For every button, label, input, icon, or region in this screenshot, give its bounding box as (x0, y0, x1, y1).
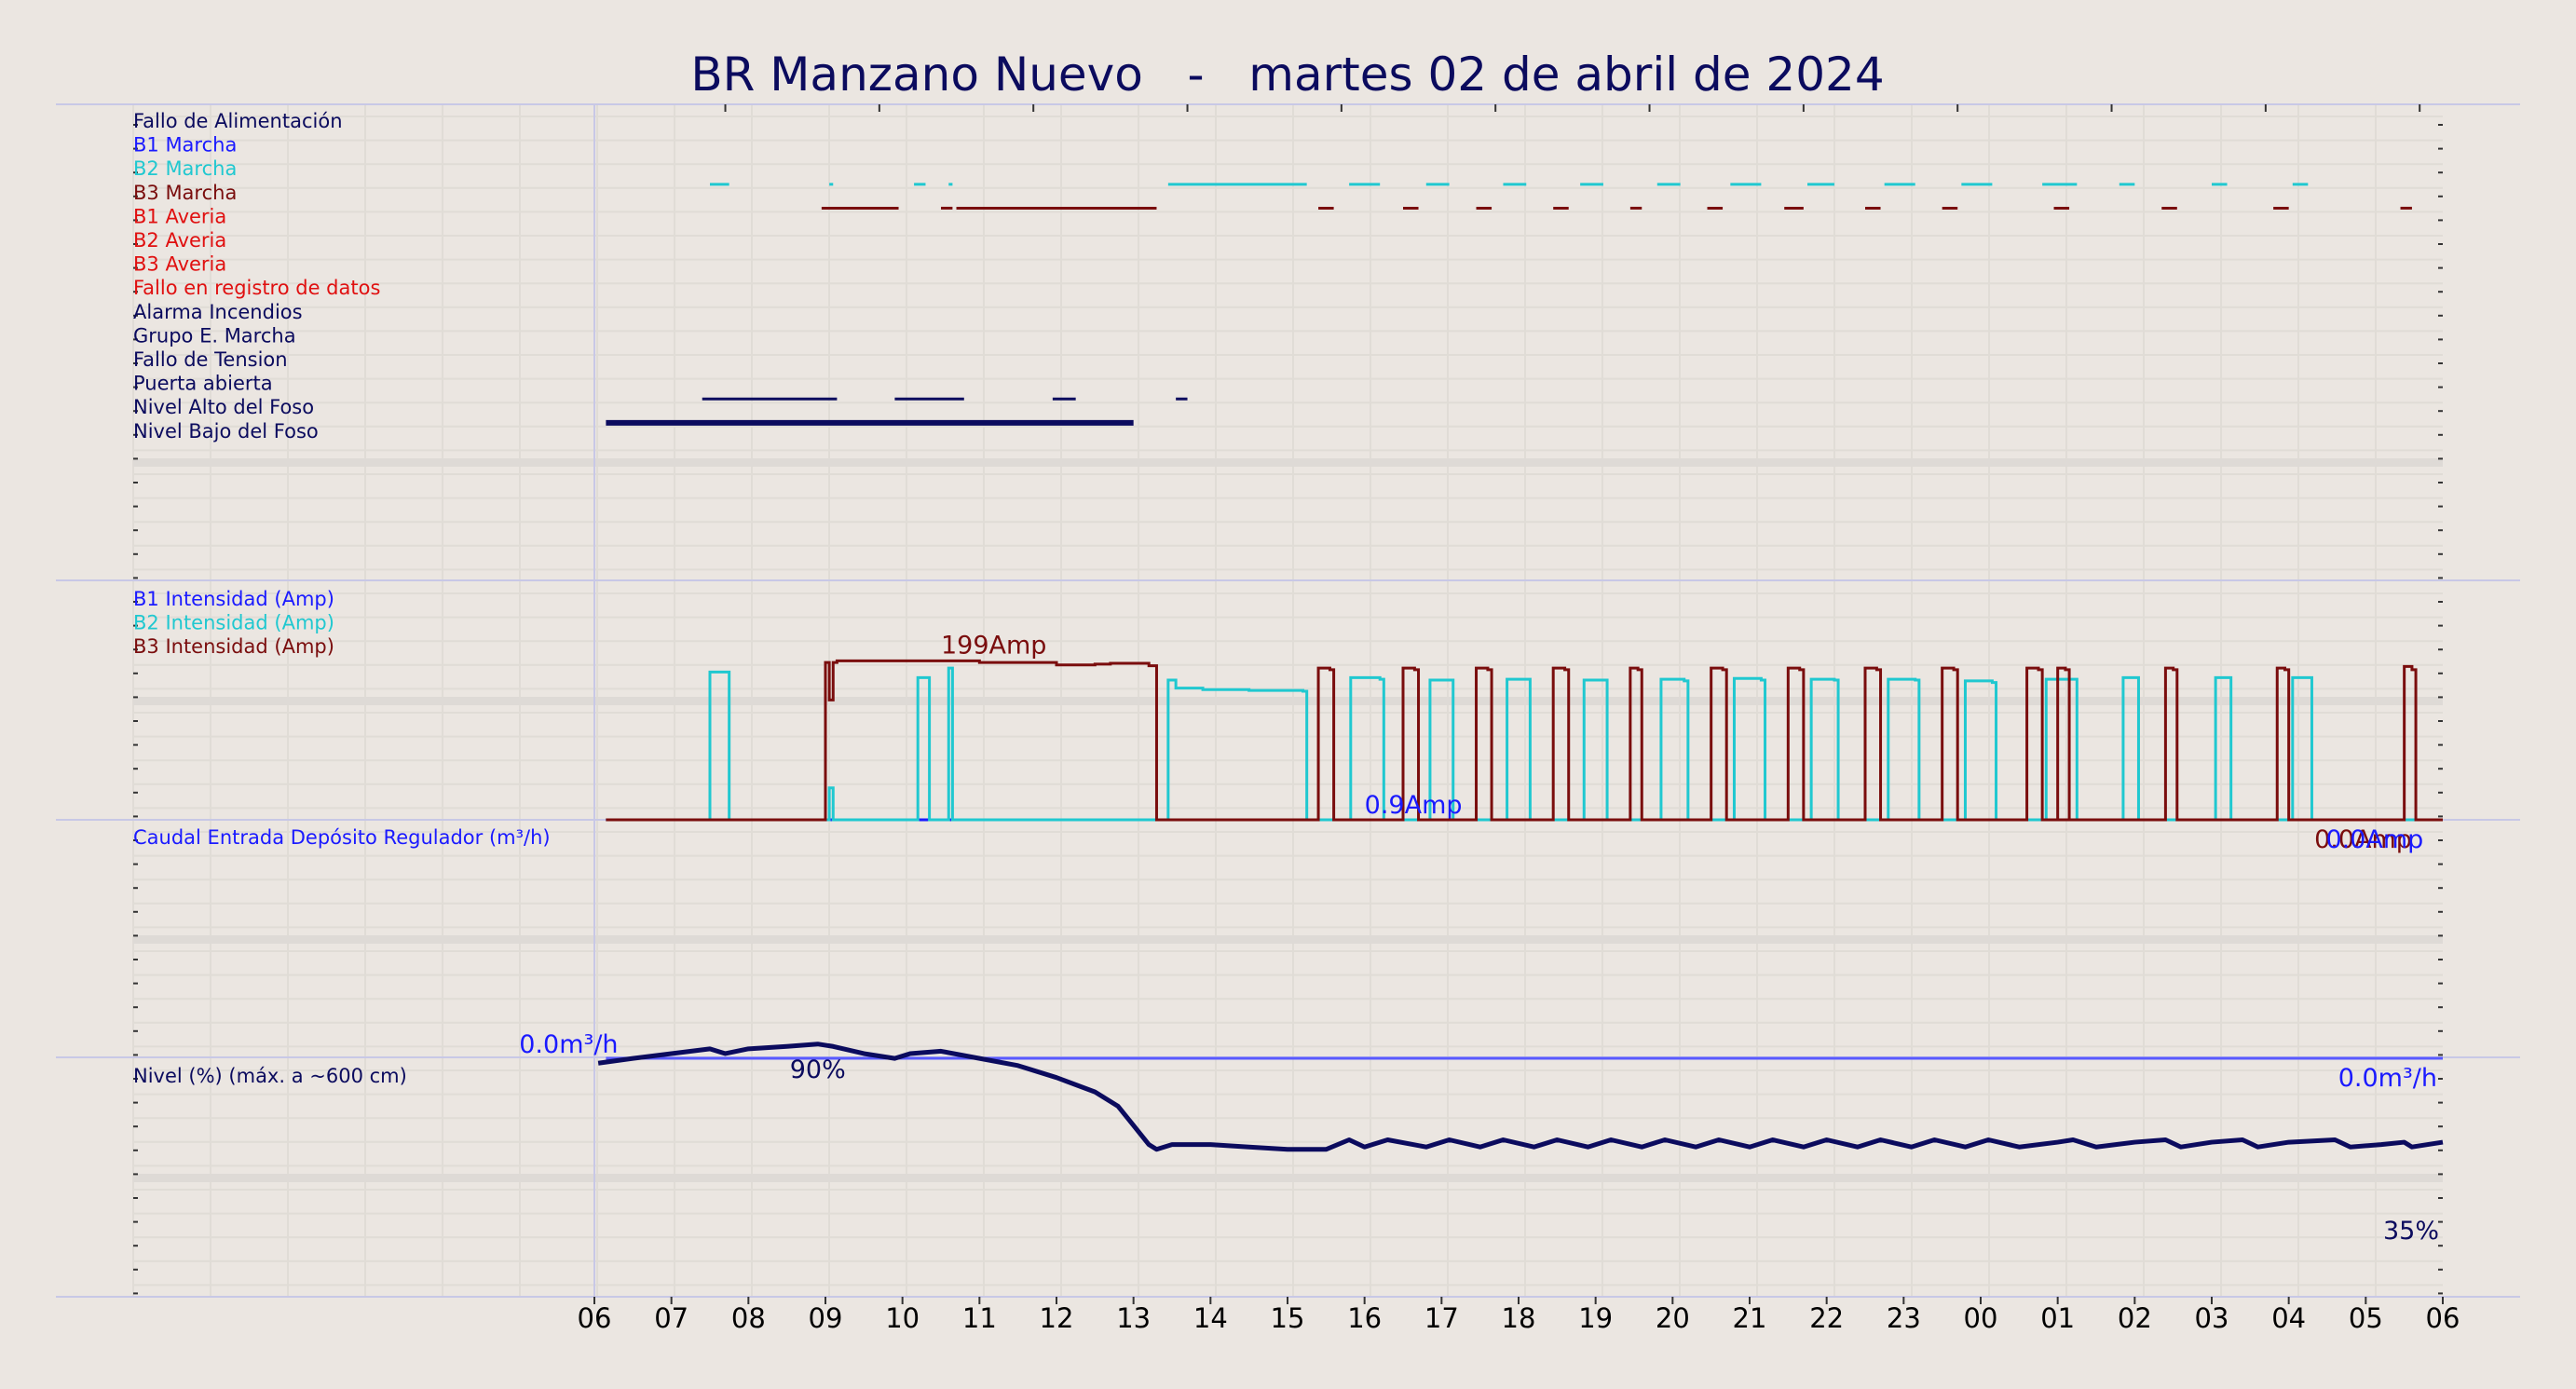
current-series-line (606, 659, 2443, 822)
digital-signal-label: Puerta abierta (133, 373, 273, 395)
grid-band (133, 1174, 2443, 1182)
digital-signal-label: B3 Marcha (133, 182, 237, 204)
digital-signal-label: Fallo en registro de datos (133, 277, 380, 299)
x-tick-label: 00 (1964, 1302, 1998, 1334)
current-series-label: B3 Intensidad (Amp) (133, 635, 334, 658)
x-tick-label: 16 (1347, 1302, 1382, 1334)
grid-band (133, 458, 2443, 467)
x-tick-label: 20 (1656, 1302, 1690, 1334)
x-tick-label: 22 (1809, 1302, 1844, 1334)
level-series-label: Nivel (%) (máx. a ~600 cm) (133, 1065, 407, 1087)
x-tick-label: 12 (1040, 1302, 1074, 1334)
level-series-line (597, 1042, 2444, 1152)
current-annotation: 0.0Amp (2325, 825, 2423, 854)
level-panel: Nivel (%) (máx. a ~600 cm) 90% 35% (133, 1042, 2444, 1246)
digital-signal-label: B2 Marcha (133, 157, 237, 180)
flow-series-label: Caudal Entrada Depósito Regulador (m³/h) (133, 826, 551, 849)
current-series-label: B1 Intensidad (Amp) (133, 588, 334, 610)
x-tick-label: 23 (1887, 1302, 1921, 1334)
x-tick-label: 04 (2271, 1302, 2306, 1334)
x-tick-label: 17 (1424, 1302, 1459, 1334)
digital-signal-label: Fallo de Alimentación (133, 110, 343, 132)
digital-signal-label: B1 Averia (133, 205, 226, 227)
current-annotation: 0.0Amp (2314, 825, 2412, 854)
digital-signal-label: Alarma Incendios (133, 301, 303, 323)
x-tick-label: 15 (1271, 1302, 1305, 1334)
x-tick-label: 06 (578, 1302, 612, 1334)
x-tick-label: 03 (2195, 1302, 2229, 1334)
x-tick-label: 09 (809, 1302, 843, 1334)
current-series-label: B2 Intensidad (Amp) (133, 612, 334, 634)
flow-panel: Caudal Entrada Depósito Regulador (m³/h)… (133, 826, 2443, 1093)
level-annotation: 90% (790, 1055, 846, 1084)
digital-signal-label: B3 Averia (133, 253, 226, 276)
x-tick-label: 07 (654, 1302, 688, 1334)
flow-annotation: 0.0m³/h (2338, 1064, 2437, 1093)
grid-layer (132, 104, 2443, 1297)
level-annotation: 35% (2383, 1217, 2439, 1246)
current-annotation: 199Amp (941, 631, 1046, 660)
digital-signal-label: B2 Averia (133, 229, 226, 252)
x-tick-label: 21 (1733, 1302, 1767, 1334)
x-tick-label: 05 (2349, 1302, 2383, 1334)
x-tick-label: 08 (731, 1302, 766, 1334)
digital-signal-label: Nivel Bajo del Foso (133, 420, 319, 443)
x-tick-label: 19 (1578, 1302, 1613, 1334)
current-annotation: 0.9Amp (1365, 791, 1463, 820)
flow-annotation: 0.0m³/h (519, 1030, 618, 1059)
x-tick-label: 14 (1193, 1302, 1228, 1334)
x-axis-ticks: 06 07 08 09 10 11 12 13 14 15 16 17 18 19 20 21 22 23 00 01… (578, 1297, 2460, 1334)
x-tick-label: 06 (2426, 1302, 2460, 1334)
x-tick-label: 13 (1116, 1302, 1151, 1334)
x-tick-label: 10 (885, 1302, 920, 1334)
grid-band (133, 697, 2443, 705)
x-tick-label: 02 (2118, 1302, 2152, 1334)
digital-signal-label: Fallo de Tension (133, 348, 288, 371)
digital-signal-label: Grupo E. Marcha (133, 324, 296, 347)
digital-signal-label: Nivel Alto del Foso (133, 396, 314, 418)
x-tick-label: 11 (962, 1302, 997, 1334)
x-tick-label: 01 (2040, 1302, 2075, 1334)
grid-band (133, 935, 2443, 944)
chart-title: BR Manzano Nuevo - martes 02 de abril de… (690, 48, 1884, 102)
current-panel: B1 Intensidad (Amp)B2 Intensidad (Amp)B3… (133, 588, 2443, 854)
x-tick-label: 18 (1502, 1302, 1536, 1334)
digital-signal-label: B1 Marcha (133, 134, 237, 157)
